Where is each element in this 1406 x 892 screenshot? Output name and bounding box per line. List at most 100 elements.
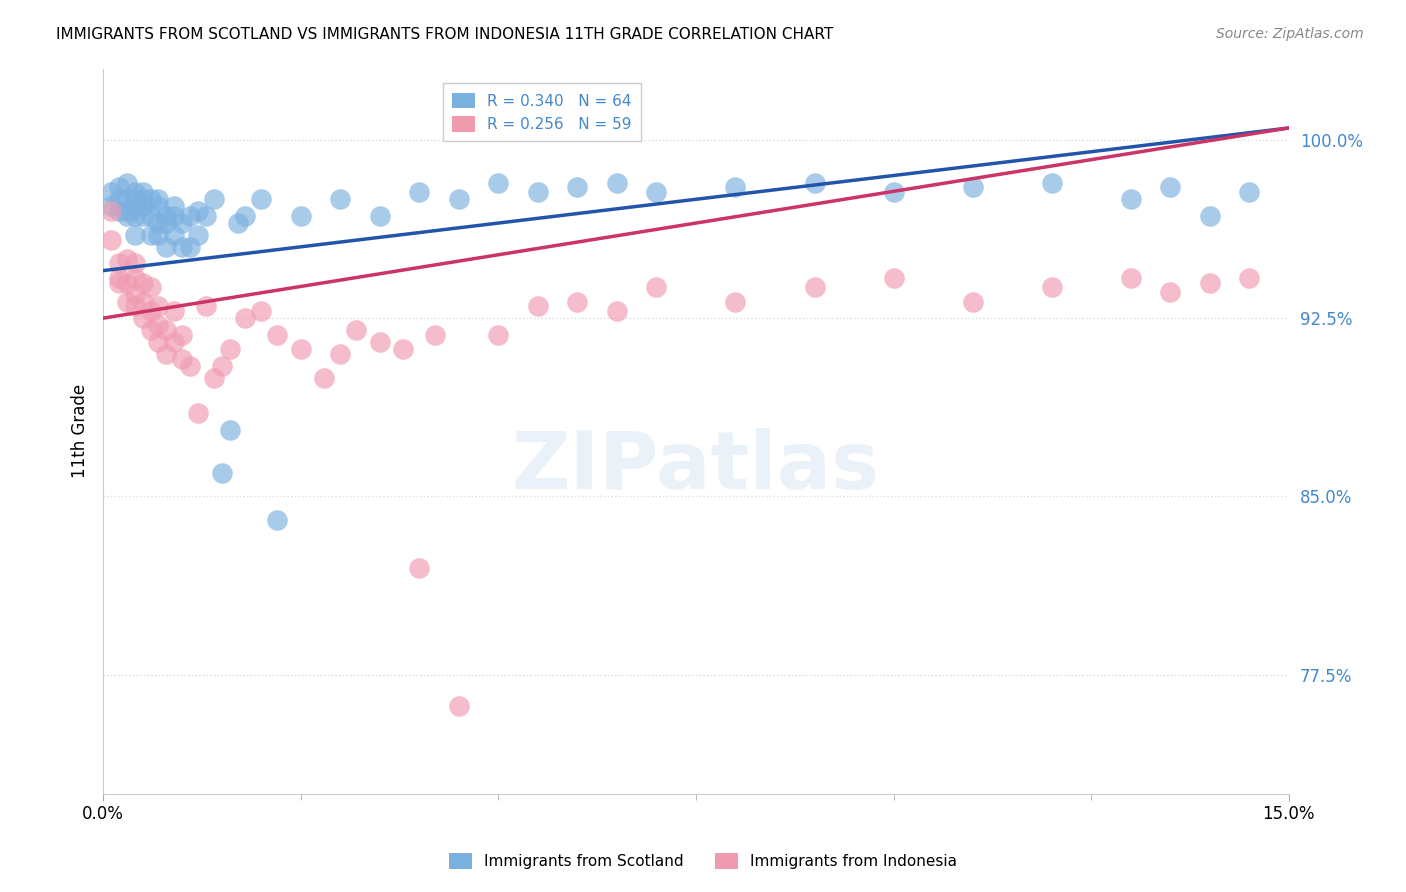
Point [124,185,146,199]
Point [100,233,122,247]
Point [108,204,131,219]
Legend: Immigrants from Scotland, Immigrants from Indonesia: Immigrants from Scotland, Immigrants fro… [443,847,963,875]
Point [194,299,217,313]
Point [883,185,905,199]
Point [290,342,312,356]
Point [645,280,668,294]
Point [1119,192,1142,206]
Point [115,192,138,206]
Point [202,370,225,384]
Point [218,342,240,356]
Legend: R = 0.340   N = 64, R = 0.256   N = 59: R = 0.340 N = 64, R = 0.256 N = 59 [443,84,641,141]
Point [148,299,170,313]
Point [131,209,153,223]
Point [344,323,367,337]
Point [187,227,209,242]
Point [124,199,146,213]
Point [724,294,747,309]
Point [139,323,162,337]
Point [1159,285,1181,299]
Point [724,180,747,194]
Point [486,176,509,190]
Point [527,185,550,199]
Point [131,311,153,326]
Point [115,252,138,266]
Point [368,209,391,223]
Point [218,423,240,437]
Point [392,342,415,356]
Point [179,209,201,223]
Point [235,209,257,223]
Point [100,185,122,199]
Point [155,347,177,361]
Point [139,280,162,294]
Point [100,204,122,219]
Point [148,227,170,242]
Point [1040,280,1063,294]
Point [108,276,131,290]
Point [148,318,170,333]
Point [202,192,225,206]
Point [187,406,209,420]
Point [131,294,153,309]
Point [447,698,470,713]
Point [803,176,825,190]
Point [1239,270,1261,285]
Point [163,227,186,242]
Point [139,227,162,242]
Point [163,199,186,213]
Point [139,192,162,206]
Point [486,327,509,342]
Point [148,199,170,213]
Point [108,270,131,285]
Point [148,216,170,230]
Point [131,185,153,199]
Point [124,256,146,270]
Point [172,216,194,230]
Point [803,280,825,294]
Point [211,466,233,480]
Point [124,192,146,206]
Point [139,304,162,318]
Point [883,270,905,285]
Point [266,513,288,527]
Point [423,327,446,342]
Y-axis label: 11th Grade: 11th Grade [72,384,89,478]
Point [108,192,131,206]
Point [194,209,217,223]
Point [962,294,984,309]
Point [408,185,430,199]
Point [148,192,170,206]
Point [567,294,589,309]
Point [108,180,131,194]
Point [187,204,209,219]
Point [139,209,162,223]
Point [179,240,201,254]
Point [329,192,352,206]
Point [314,370,336,384]
Point [115,209,138,223]
Text: ZIPatlas: ZIPatlas [512,428,880,507]
Point [148,334,170,349]
Point [645,185,668,199]
Text: IMMIGRANTS FROM SCOTLAND VS IMMIGRANTS FROM INDONESIA 11TH GRADE CORRELATION CHA: IMMIGRANTS FROM SCOTLAND VS IMMIGRANTS F… [56,27,834,42]
Point [1040,176,1063,190]
Point [155,216,177,230]
Point [250,304,273,318]
Point [155,323,177,337]
Point [131,192,153,206]
Point [179,359,201,373]
Point [567,180,589,194]
Point [1119,270,1142,285]
Point [163,334,186,349]
Point [606,304,628,318]
Point [172,351,194,366]
Point [124,209,146,223]
Point [235,311,257,326]
Point [115,204,138,219]
Point [131,199,153,213]
Point [250,192,273,206]
Point [163,304,186,318]
Point [1239,185,1261,199]
Point [115,276,138,290]
